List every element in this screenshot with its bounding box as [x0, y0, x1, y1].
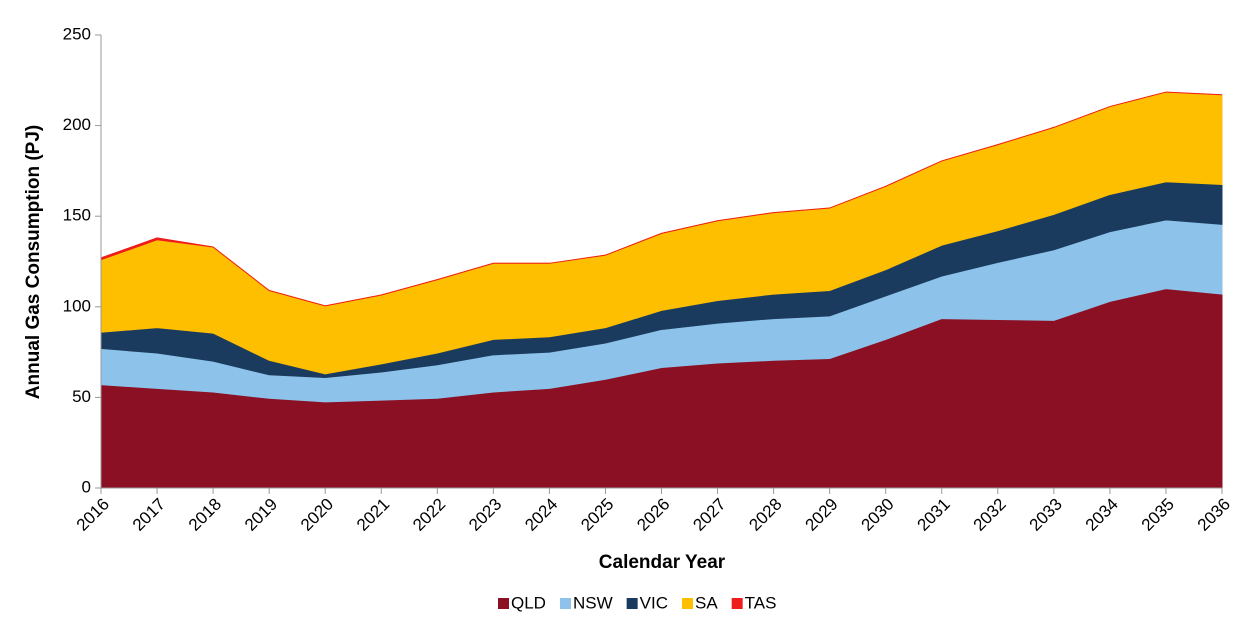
y-tick-label: 0	[82, 477, 91, 496]
x-tick-label: 2021	[353, 495, 393, 535]
x-tick-label: 2023	[465, 495, 505, 535]
x-tick-label: 2024	[521, 495, 561, 535]
x-tick-label: 2026	[633, 495, 673, 535]
legend-swatch	[498, 598, 509, 609]
y-tick-label: 100	[63, 296, 91, 315]
x-tick-label: 2033	[1026, 495, 1066, 535]
x-tick-label: 2020	[297, 495, 337, 535]
x-tick-label: 2032	[970, 495, 1010, 535]
legend-label: TAS	[745, 593, 777, 612]
y-tick-label: 200	[63, 115, 91, 134]
area	[100, 91, 1223, 307]
y-axis-title: Annual Gas Consumption (PJ)	[23, 125, 44, 399]
x-axis-title: Calendar Year	[599, 552, 726, 573]
x-tick-label: 2031	[914, 495, 954, 535]
x-tick-label: 2028	[745, 495, 785, 535]
x-tick-label: 2017	[129, 495, 169, 535]
legend-label: VIC	[640, 593, 668, 612]
legend-swatch	[559, 598, 571, 609]
legend-swatch	[681, 598, 693, 609]
x-tick-label: 2019	[241, 495, 281, 535]
y-tick-label: 250	[63, 24, 91, 43]
x-tick-label: 2027	[689, 495, 729, 535]
y-tick-label: 150	[63, 206, 91, 225]
x-tick-label: 2018	[185, 495, 225, 535]
legend-swatch	[731, 598, 743, 609]
y-tick-label: 50	[72, 387, 91, 406]
legend-label: NSW	[573, 593, 613, 612]
x-tick-label: 2036	[1194, 495, 1233, 535]
x-tick-label: 2035	[1138, 495, 1178, 535]
x-tick-label: 2025	[577, 495, 617, 535]
legend-label: QLD	[511, 593, 546, 612]
x-tick-label: 2022	[409, 495, 449, 535]
x-tick-label: 2030	[858, 495, 898, 535]
x-tick-label: 2029	[801, 495, 841, 535]
x-tick-label: 2016	[73, 495, 113, 535]
x-tick-label: 2034	[1082, 495, 1122, 535]
legend-swatch	[626, 598, 638, 609]
legend-label: SA	[695, 593, 718, 612]
